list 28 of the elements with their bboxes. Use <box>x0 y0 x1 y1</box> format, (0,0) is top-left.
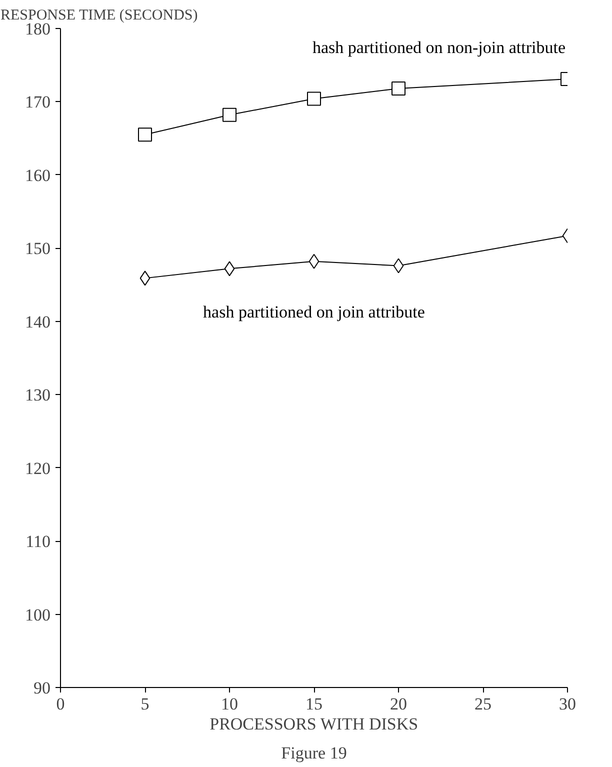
y-tick-label: 120 <box>25 458 50 478</box>
x-tick-label: 5 <box>140 694 150 714</box>
series-label: hash partitioned on non-join attribute <box>312 38 566 58</box>
point <box>308 254 320 269</box>
caption: Figure 19 <box>281 744 347 762</box>
x-tick-label: 10 <box>221 694 238 714</box>
y-tick-label: 140 <box>25 312 50 332</box>
point <box>224 261 235 276</box>
series-label: hash partitioned on join attribute <box>203 302 425 322</box>
x-axis-title: PROCESSORS WITH DISKS <box>210 714 418 734</box>
y-tick-label: 170 <box>25 92 50 112</box>
x-tick-label: 25 <box>474 694 492 714</box>
y-tick-label: 110 <box>26 532 51 552</box>
x-tick-label: 20 <box>390 694 407 714</box>
y-tick-label: 90 <box>34 678 50 698</box>
y-tick-label: 160 <box>25 166 50 185</box>
x-tick-label: 30 <box>559 694 576 714</box>
y-tick-label: 130 <box>25 386 50 405</box>
point <box>392 82 406 96</box>
point <box>393 258 404 274</box>
y-tick-label: 100 <box>25 605 50 624</box>
point <box>138 128 152 142</box>
point <box>140 270 150 286</box>
point <box>307 92 321 106</box>
x-tick-label: 15 <box>306 694 322 714</box>
y-tick-label: 150 <box>25 239 50 258</box>
point <box>222 108 236 122</box>
x-tick-label: 0 <box>56 694 65 714</box>
